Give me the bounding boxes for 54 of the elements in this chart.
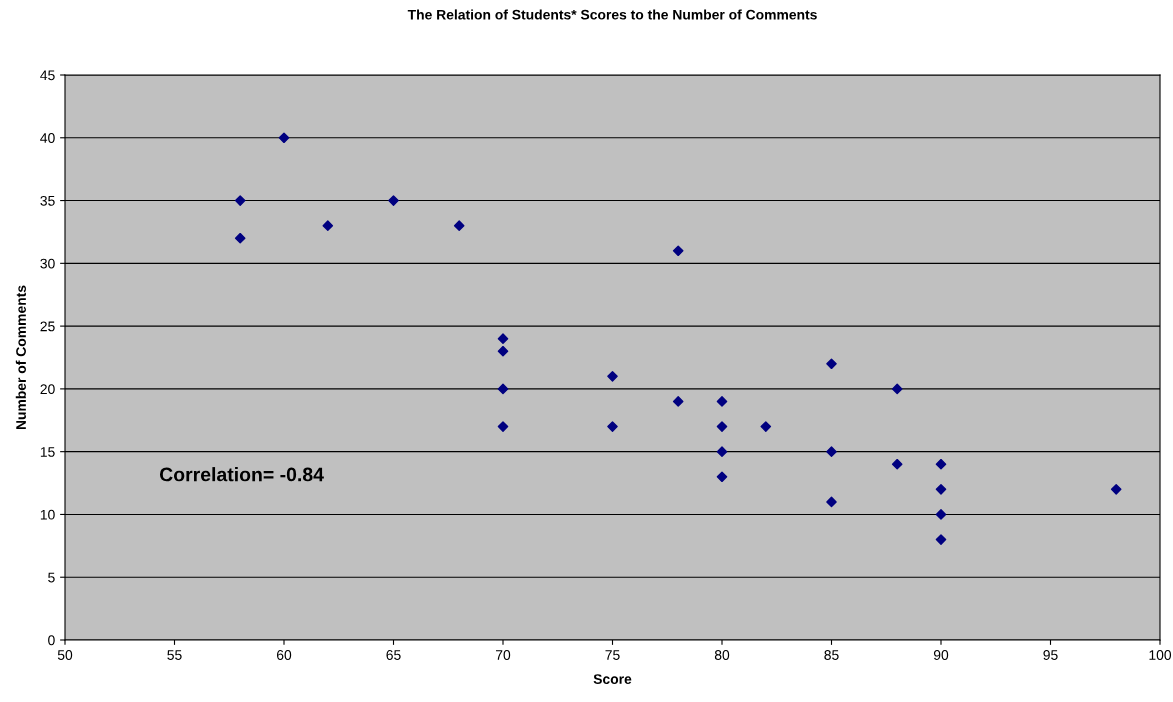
point — [322, 220, 334, 231]
y-tick-label: 20 — [40, 384, 55, 395]
point — [716, 446, 728, 457]
x-tick-label: 70 — [495, 650, 511, 660]
y-tick-label: 25 — [40, 321, 55, 332]
point — [935, 484, 947, 495]
x-tick-label: 60 — [276, 650, 292, 660]
point — [388, 195, 399, 206]
x-tick-label: 80 — [714, 650, 730, 660]
x-tick-label: 55 — [167, 650, 182, 660]
point — [826, 446, 837, 457]
point — [716, 471, 728, 483]
point — [716, 421, 728, 432]
x-tick-label: 90 — [933, 650, 949, 660]
y-tick-label: 0 — [48, 635, 55, 646]
point — [234, 232, 246, 244]
point — [716, 396, 728, 407]
x-axis-title: Score — [593, 674, 632, 684]
point — [497, 421, 509, 432]
y-tick-label: 30 — [40, 258, 55, 269]
point — [1110, 484, 1122, 495]
chart-title: The Relation of Students* Scores to the Number of Comments — [407, 9, 817, 20]
point — [607, 421, 618, 432]
point — [935, 534, 947, 545]
point — [453, 220, 465, 231]
x-tick-label: 75 — [605, 650, 620, 660]
x-tick-label: 100 — [1149, 650, 1172, 660]
point — [826, 358, 837, 370]
point — [935, 509, 947, 520]
point — [234, 195, 246, 206]
x-tick-label: 65 — [386, 650, 401, 660]
y-tick-label: 35 — [40, 195, 55, 206]
point — [497, 345, 509, 357]
x-tick-label: 85 — [824, 650, 839, 660]
point — [935, 458, 947, 470]
x-tick-label: 95 — [1043, 650, 1058, 660]
annotation: Correlation= -0.84 — [159, 467, 324, 482]
y-tick-label: 5 — [48, 572, 55, 583]
y-axis-title: Number of Comments — [15, 285, 26, 430]
y-tick-label: 10 — [40, 509, 55, 520]
point — [278, 132, 290, 144]
point — [760, 421, 772, 432]
point — [672, 245, 684, 257]
point — [607, 371, 618, 382]
point — [891, 383, 903, 395]
y-tick-label: 40 — [40, 133, 55, 143]
y-tick-label: 45 — [40, 70, 55, 81]
point — [672, 396, 684, 407]
point — [826, 496, 837, 508]
point — [497, 383, 509, 395]
point — [497, 333, 509, 344]
x-tick-label: 50 — [57, 650, 73, 660]
point — [891, 458, 903, 470]
y-tick-label: 15 — [40, 447, 55, 457]
